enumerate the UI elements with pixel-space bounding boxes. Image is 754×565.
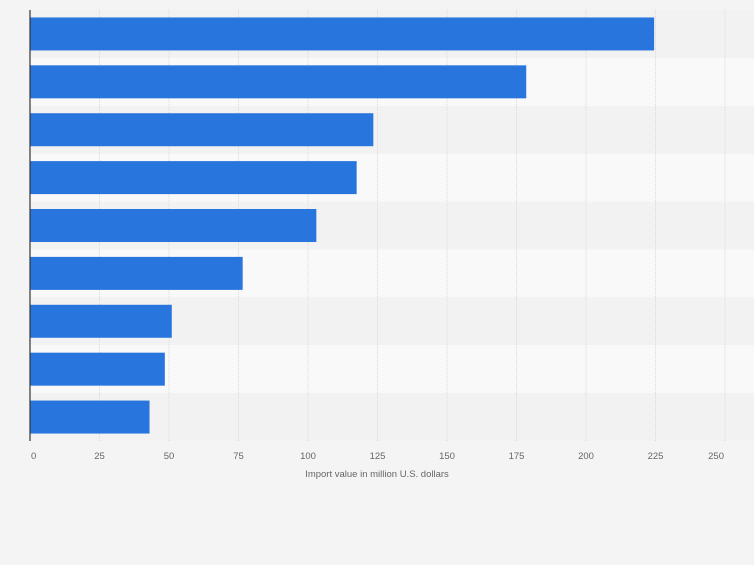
bar (30, 65, 527, 99)
x-tick-label: 200 (578, 451, 594, 462)
x-axis-label: Import value in million U.S. dollars (305, 469, 449, 480)
bar-series (30, 17, 655, 434)
bar (30, 304, 172, 338)
bar (30, 17, 655, 51)
x-tick-label: 25 (94, 451, 105, 462)
bar (30, 161, 357, 195)
row-band (30, 393, 754, 441)
x-tick-label: 0 (31, 451, 36, 462)
x-tick-label: 175 (509, 451, 525, 462)
bar (30, 400, 150, 434)
bar (30, 352, 165, 386)
bar (30, 256, 243, 290)
x-tick-labels: 0 25 50 75 100 125 150 175 200 225 250 (31, 451, 724, 462)
x-tick-label: 250 (708, 451, 724, 462)
x-tick-label: 125 (370, 451, 386, 462)
x-tick-label: 75 (233, 451, 244, 462)
bar (30, 113, 374, 147)
x-tick-label: 100 (300, 451, 316, 462)
bar (30, 209, 317, 242)
x-tick-label: 225 (648, 451, 664, 462)
x-tick-label: 150 (439, 451, 455, 462)
x-tick-label: 50 (164, 451, 175, 462)
